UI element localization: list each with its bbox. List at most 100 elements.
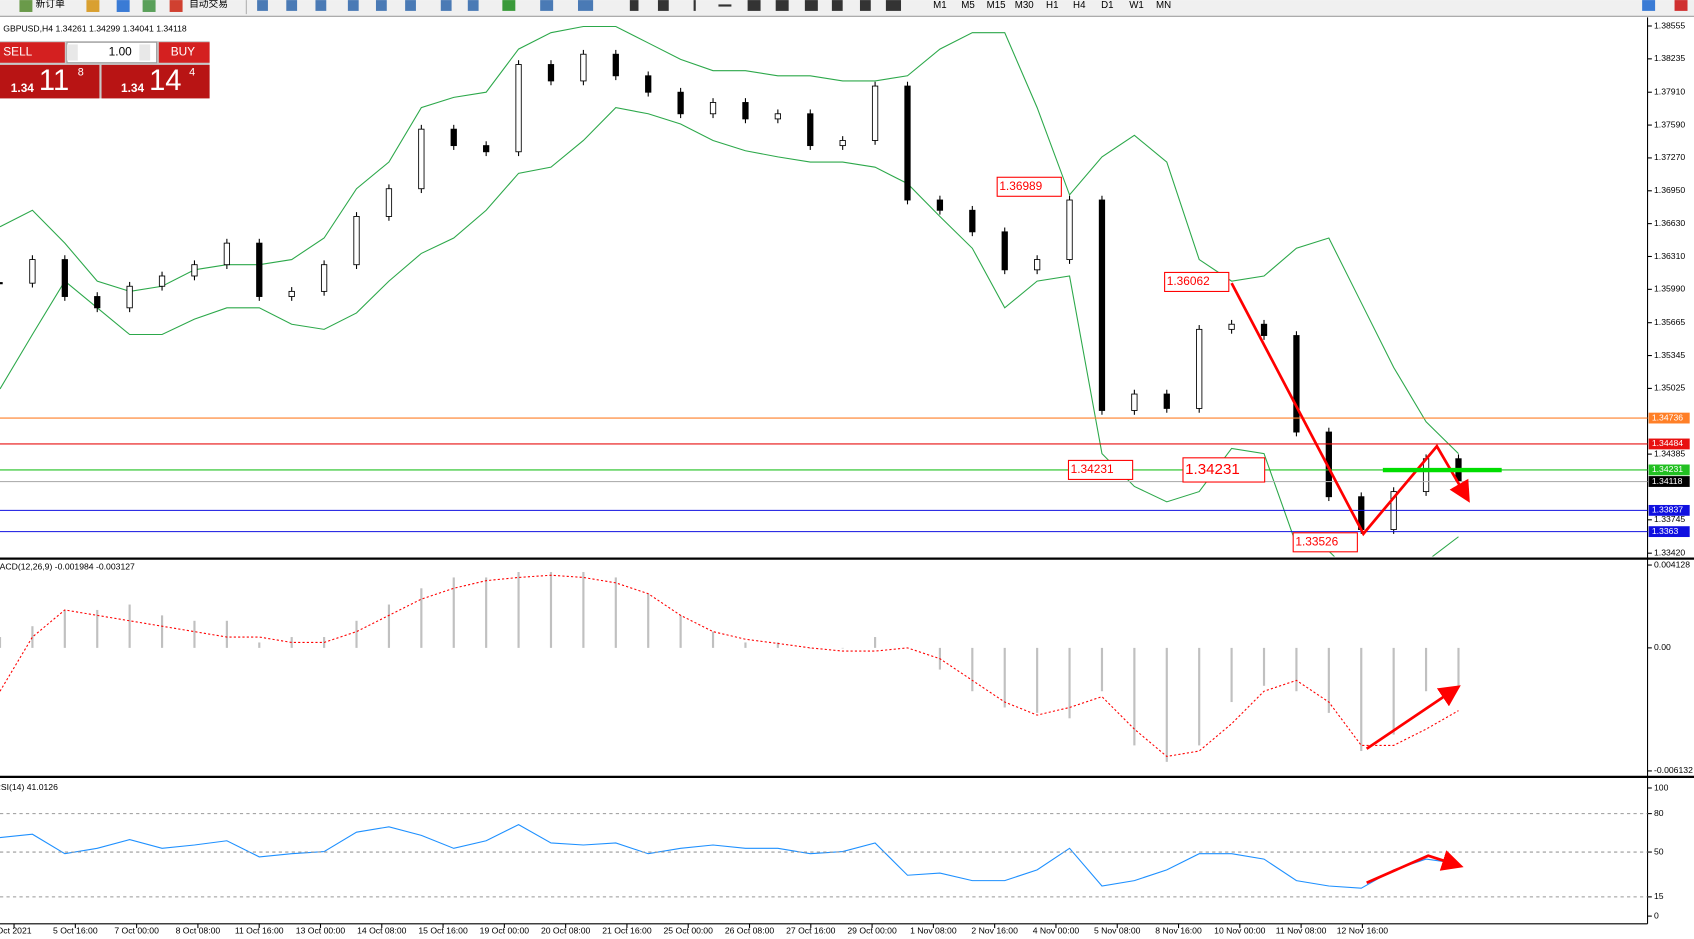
indicators[interactable] — [502, 0, 516, 11]
crosshair-tool[interactable] — [657, 0, 669, 11]
arrow-tool[interactable] — [885, 0, 902, 11]
candle — [191, 264, 198, 277]
cursor-tool[interactable] — [629, 0, 639, 11]
timeframe-button[interactable]: M5 — [961, 0, 975, 11]
timeframe-button[interactable]: H4 — [1073, 0, 1086, 11]
macd-bar — [485, 577, 488, 648]
macd-bar — [1424, 647, 1428, 692]
timeframe-button[interactable]: D1 — [1101, 0, 1113, 11]
toolbar-icon[interactable] — [142, 0, 156, 12]
candle — [839, 140, 846, 147]
fibo-tool[interactable] — [804, 0, 818, 11]
y-tick-label: 1.33420 — [1654, 547, 1685, 557]
lots-up[interactable] — [139, 44, 151, 61]
label-tool[interactable] — [859, 0, 871, 11]
buy-button[interactable] — [158, 42, 210, 63]
periods[interactable] — [540, 0, 554, 11]
buy-price-big: 14 — [149, 65, 181, 97]
candle — [742, 102, 749, 120]
annotation-label: 1.36989 — [999, 179, 1042, 193]
x-tick-label: 15 Oct 16:00 — [418, 926, 468, 936]
macd-bar — [1100, 647, 1104, 692]
sell-price-big: 11 — [39, 65, 69, 97]
macd-plot — [0, 572, 1460, 762]
tile-windows[interactable] — [405, 0, 416, 11]
toolbar-icon[interactable] — [86, 0, 100, 12]
toolbar-icon[interactable] — [116, 0, 130, 12]
sell-button[interactable] — [0, 42, 65, 63]
hline-tool[interactable] — [718, 4, 732, 7]
tool-icon[interactable] — [467, 0, 479, 11]
candle — [871, 85, 879, 141]
y-tick-label: 1.33745 — [1654, 514, 1685, 524]
candle — [1196, 328, 1203, 409]
timeframe-button[interactable]: M1 — [933, 0, 947, 11]
zoom-in[interactable] — [347, 0, 359, 11]
lots-input[interactable] — [66, 41, 158, 64]
macd-bar — [1230, 647, 1233, 703]
macd-bar — [711, 631, 715, 648]
candle — [353, 216, 360, 266]
new-order-icon[interactable] — [19, 0, 33, 12]
candle — [1228, 323, 1235, 330]
buy-label[interactable]: BUY — [171, 45, 195, 59]
axes: 1.38555 1.38235 1.37910 1.37590 1.37270 1.369… — [0, 20, 1693, 936]
sell-label[interactable]: SELL — [3, 45, 32, 59]
tool-icon[interactable] — [286, 0, 298, 11]
annotation-label: 1.34231 — [1185, 461, 1240, 478]
new-order-button[interactable]: 新订单 — [36, 0, 65, 10]
candle — [807, 113, 814, 147]
candle — [223, 242, 231, 266]
macd-bar — [582, 572, 585, 648]
vline-tool[interactable] — [693, 0, 696, 11]
annotation-label: 1.33526 — [1295, 534, 1338, 548]
rsi-arrow — [1366, 850, 1464, 884]
timeframe-button[interactable]: M15 — [987, 0, 1006, 11]
toolbar-tools — [257, 0, 902, 11]
macd-bar — [0, 637, 2, 648]
x-tick-label: Oct 2021 — [0, 926, 32, 936]
candle — [547, 64, 555, 82]
notification-icon[interactable] — [1674, 0, 1688, 11]
y-tick-label: 1.34385 — [1654, 448, 1685, 458]
timeframe-button[interactable]: M30 — [1015, 0, 1035, 11]
macd-bar — [1036, 647, 1039, 713]
macd-bar — [874, 637, 877, 648]
sell-price-box[interactable] — [0, 64, 100, 99]
y-tick-label: 1.35025 — [1654, 383, 1685, 393]
candle — [1066, 199, 1073, 260]
tool-icon[interactable] — [315, 0, 327, 11]
macd-bar — [971, 647, 974, 692]
x-tick-label: 19 Oct 00:00 — [480, 926, 530, 936]
price-label-bg — [1648, 438, 1690, 450]
buy-price-box[interactable] — [101, 64, 210, 99]
timeframe-button[interactable]: W1 — [1129, 0, 1144, 11]
auto-trading-icon[interactable] — [169, 0, 183, 12]
lots-value[interactable]: 1.00 — [109, 45, 133, 59]
y-tick-label: 0.00 — [1654, 642, 1671, 652]
tool-icon[interactable] — [440, 0, 452, 11]
auto-trading-button[interactable]: 自动交易 — [189, 0, 228, 10]
trendline-tool[interactable] — [747, 0, 761, 11]
annotation-box — [1067, 459, 1134, 480]
candle — [580, 53, 587, 82]
lots-down[interactable] — [66, 44, 78, 61]
buy-price-small: 4 — [189, 66, 195, 78]
timeframe-button[interactable]: H1 — [1046, 0, 1058, 11]
macd-bar — [1295, 647, 1298, 692]
timeframe-button[interactable]: MN — [1156, 0, 1171, 11]
macd-signal — [0, 574, 1459, 758]
x-tick-label: 7 Oct 00:00 — [114, 926, 159, 936]
templates[interactable] — [577, 0, 594, 11]
macd-bar — [420, 588, 423, 648]
price-label-bg — [1648, 412, 1690, 424]
search-icon[interactable] — [1642, 0, 1656, 11]
macd-bar — [258, 642, 261, 648]
macd-bar — [128, 604, 131, 648]
zoom-out[interactable] — [375, 0, 387, 11]
text-tool[interactable] — [831, 0, 843, 11]
channel-tool[interactable] — [775, 0, 789, 11]
y-tick-label: 1.37910 — [1654, 86, 1685, 96]
y-tick-label: -0.006132 — [1654, 765, 1693, 775]
tool-icon[interactable] — [257, 0, 268, 11]
